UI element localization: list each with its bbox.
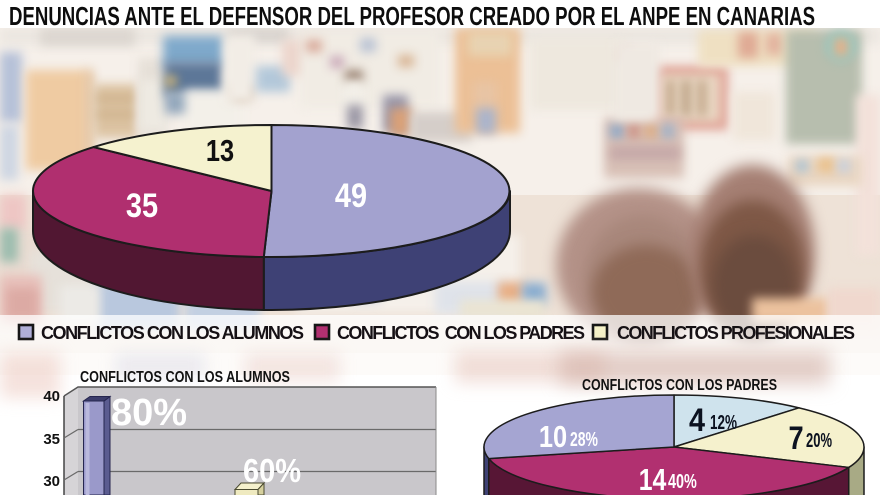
svg-text:7: 7 — [788, 421, 803, 457]
svg-text:CONFLICTOS PROFESIONALES: CONFLICTOS PROFESIONALES — [617, 323, 855, 343]
svg-text:20%: 20% — [806, 429, 832, 452]
svg-text:49: 49 — [335, 176, 367, 215]
svg-text:80%: 80% — [111, 392, 187, 434]
svg-text:CONFLICTOS CON LOS PADRES: CONFLICTOS CON LOS PADRES — [337, 323, 585, 343]
svg-text:12%: 12% — [710, 411, 737, 433]
svg-text:CONFLICTOS CON LOS ALUMNOS: CONFLICTOS CON LOS ALUMNOS — [80, 369, 290, 386]
svg-text:13: 13 — [206, 134, 234, 169]
svg-text:35: 35 — [126, 186, 158, 225]
svg-text:40%: 40% — [668, 470, 697, 493]
svg-text:4: 4 — [689, 403, 705, 439]
svg-text:14: 14 — [639, 462, 667, 495]
svg-text:CONFLICTOS CON LOS ALUMNOS: CONFLICTOS CON LOS ALUMNOS — [41, 323, 304, 343]
svg-text:40: 40 — [43, 388, 60, 405]
svg-text:10: 10 — [539, 420, 567, 455]
svg-text:28%: 28% — [570, 427, 598, 450]
svg-text:DENUNCIAS ANTE EL DEFENSOR DEL: DENUNCIAS ANTE EL DEFENSOR DEL PROFESOR … — [9, 1, 815, 30]
svg-text:35: 35 — [43, 431, 60, 448]
svg-text:CONFLICTOS CON LOS PADRES: CONFLICTOS CON LOS PADRES — [582, 377, 777, 394]
svg-text:30: 30 — [43, 473, 60, 490]
svg-text:60%: 60% — [243, 452, 301, 489]
